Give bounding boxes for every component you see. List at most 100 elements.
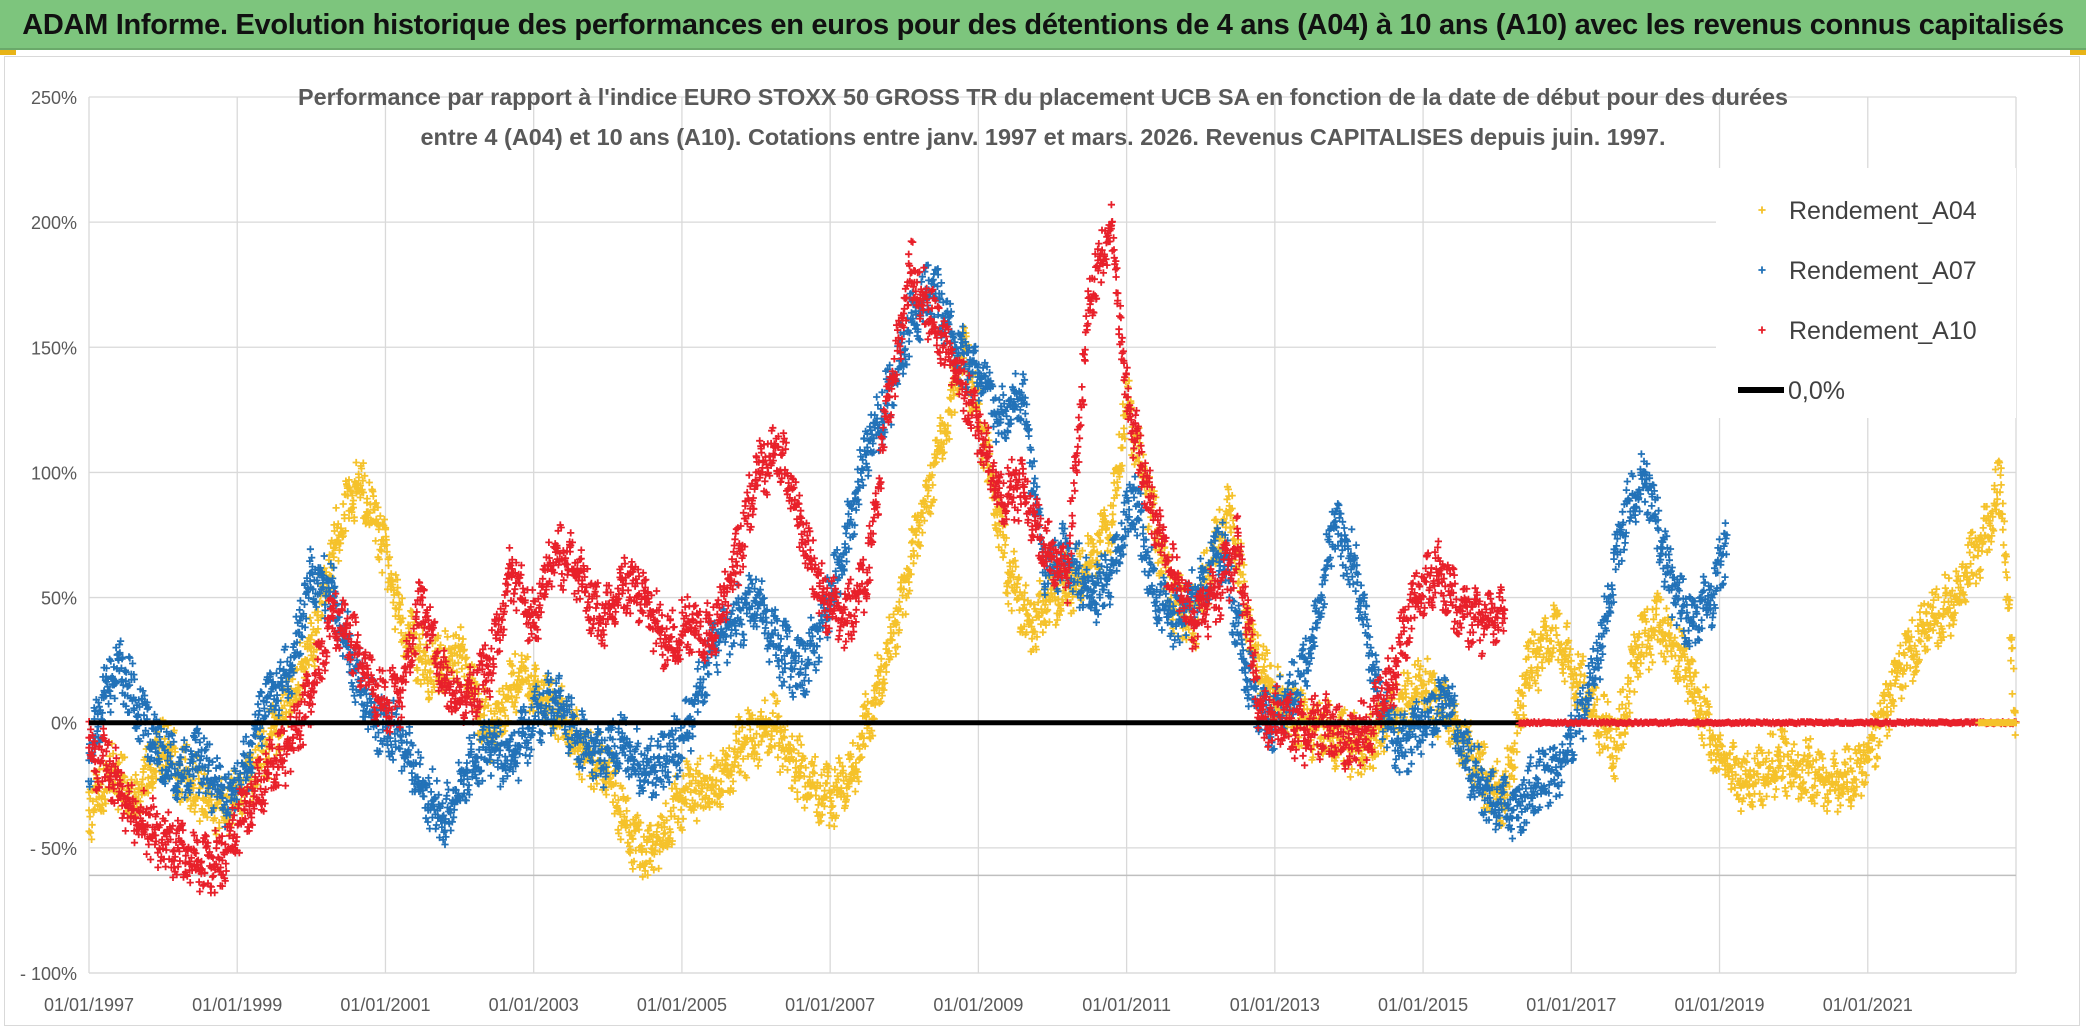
data-point (1008, 607, 1016, 615)
data-point (1883, 703, 1891, 711)
data-point (1947, 632, 1955, 640)
data-point (1733, 791, 1742, 799)
data-point (413, 664, 421, 672)
data-point (1727, 780, 1735, 788)
data-point (149, 779, 157, 787)
data-point (825, 821, 833, 829)
data-point (746, 725, 754, 734)
data-point (783, 766, 792, 774)
data-point (1794, 751, 1802, 759)
data-point (102, 799, 110, 808)
data-point (305, 661, 313, 669)
data-point (1010, 547, 1018, 556)
data-point (105, 700, 113, 708)
data-point (1423, 655, 1432, 663)
data-point (851, 787, 859, 796)
data-point (1346, 773, 1354, 781)
data-point (677, 806, 685, 814)
data-point (359, 459, 367, 467)
data-point (430, 683, 438, 691)
data-point (757, 708, 765, 716)
data-point (1966, 548, 1974, 557)
data-point (369, 492, 377, 500)
data-point (1534, 663, 1542, 671)
data-point (88, 821, 96, 829)
data-point (1607, 734, 1615, 742)
data-point (1972, 579, 1980, 588)
data-point (421, 666, 429, 674)
data-point (1577, 670, 1585, 678)
data-point (191, 801, 200, 809)
data-point (1806, 735, 1814, 743)
data-point (375, 525, 383, 533)
data-point (428, 688, 436, 696)
data-point (1493, 757, 1501, 766)
data-point (349, 504, 357, 512)
data-point (1802, 736, 1810, 744)
data-point (395, 590, 403, 599)
data-point (1874, 741, 1883, 749)
data-point (365, 478, 373, 487)
data-point (1702, 683, 1710, 691)
data-point (918, 529, 926, 537)
data-point (1846, 755, 1854, 763)
data-point (1908, 616, 1916, 624)
data-point (511, 650, 519, 658)
data-point (1916, 608, 1924, 616)
data-point (352, 458, 360, 467)
data-point (350, 513, 358, 521)
data-point (114, 805, 122, 814)
data-point (655, 864, 663, 873)
data-point (823, 779, 831, 787)
data-point (348, 508, 356, 516)
data-point (1836, 801, 1844, 809)
data-point (161, 735, 169, 743)
data-point (602, 791, 610, 799)
data-point (458, 665, 466, 673)
data-point (831, 766, 839, 774)
banner-corner-right (2070, 50, 2086, 55)
data-point (85, 827, 93, 835)
data-point (419, 671, 427, 679)
data-point (341, 527, 350, 535)
data-point (2007, 657, 2015, 665)
data-point (679, 815, 687, 823)
data-point (769, 690, 777, 698)
data-point (707, 752, 715, 760)
data-point (300, 600, 309, 608)
data-point (2008, 690, 2016, 698)
data-point (200, 808, 208, 816)
data-point (861, 690, 870, 698)
data-point (774, 753, 782, 761)
data-point (385, 553, 394, 561)
data-point (355, 473, 363, 482)
data-point (349, 496, 357, 505)
data-point (372, 499, 380, 507)
data-point (717, 777, 725, 786)
data-point (1974, 552, 1982, 560)
data-point (1662, 604, 1671, 613)
data-point (141, 762, 149, 770)
data-point (417, 680, 425, 688)
data-point (1737, 807, 1745, 815)
data-point (86, 813, 94, 821)
data-point (1566, 645, 1574, 653)
data-point (399, 614, 407, 622)
data-point (144, 789, 152, 797)
data-point (895, 598, 903, 606)
data-point (1001, 541, 1009, 549)
data-point (2008, 644, 2016, 652)
data-point (171, 748, 179, 756)
data-point (835, 754, 843, 762)
data-point (1781, 787, 1790, 795)
data-point (657, 812, 665, 820)
data-point (392, 571, 400, 579)
data-points (85, 201, 2020, 897)
data-point (1999, 499, 2007, 508)
data-point (296, 606, 304, 614)
data-point (788, 732, 796, 740)
data-point (463, 654, 471, 662)
data-point (307, 619, 315, 627)
data-point (754, 762, 762, 770)
